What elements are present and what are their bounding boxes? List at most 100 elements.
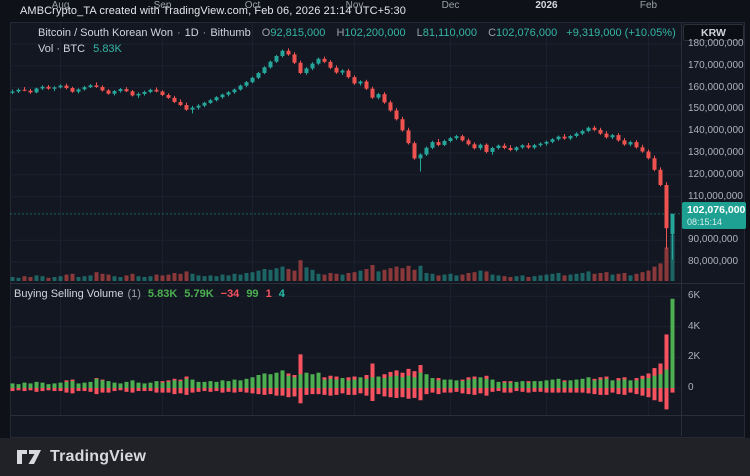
- indicator-value: 1: [265, 288, 272, 300]
- candle-body: [172, 97, 177, 102]
- volume-overlay-bar: [586, 271, 591, 281]
- sell-volume-down-bar: [670, 388, 675, 393]
- indicator-legend[interactable]: Buying Selling Volume (1) 5.83K 5.79K −34 99 1…: [14, 288, 285, 300]
- volume-overlay-bar: [184, 271, 189, 281]
- candle-body: [328, 61, 333, 68]
- sell-volume-down-bar: [286, 388, 291, 398]
- volume-axis-label: 4K: [688, 320, 701, 332]
- buy-volume-bar: [538, 381, 543, 388]
- price-axis-label: 130,000,000: [688, 147, 744, 158]
- buy-volume-bar: [514, 381, 519, 388]
- sell-volume-down-bar: [376, 388, 381, 395]
- sell-volume-down-bar: [430, 388, 435, 393]
- volume-overlay-bar: [430, 273, 435, 281]
- sell-volume-down-bar: [58, 388, 63, 392]
- price-axis-label: 90,000,000: [688, 234, 739, 246]
- candle-body: [388, 102, 393, 111]
- buy-volume-bar: [130, 380, 135, 388]
- sell-volume-down-bar: [172, 388, 177, 395]
- volume-overlay-bar: [94, 272, 99, 281]
- buy-volume-bar: [340, 378, 345, 388]
- buy-volume-bar: [544, 380, 549, 388]
- volume-overlay-bar: [412, 269, 417, 281]
- buy-volume-bar: [442, 379, 447, 388]
- sell-volume-down-bar: [418, 388, 423, 401]
- volume-overlay-bar: [574, 273, 579, 281]
- volume-overlay-bar: [604, 272, 609, 281]
- buy-volume-bar: [436, 380, 441, 388]
- candle-body: [298, 62, 303, 73]
- candle-body: [166, 95, 171, 98]
- sell-volume-down-bar: [628, 388, 633, 393]
- buy-volume-bar: [586, 377, 591, 388]
- buy-volume-bar: [214, 381, 219, 388]
- sell-volume-down-bar: [478, 388, 483, 394]
- price-axis-label: 120,000,000: [688, 168, 744, 180]
- sell-volume-down-bar: [34, 388, 39, 392]
- buy-volume-bar: [382, 378, 387, 388]
- candle-body: [100, 86, 105, 91]
- buy-volume-bar: [556, 378, 561, 388]
- buy-volume-bar: [430, 378, 435, 388]
- time-axis-label: Feb: [639, 0, 658, 11]
- last-price-badge: 102,076,000 08:15:14: [682, 202, 746, 229]
- sell-volume-down-bar: [580, 388, 585, 393]
- volume-legend[interactable]: Vol · BTC 5.83K: [38, 43, 122, 55]
- volume-overlay-bar: [34, 275, 39, 281]
- volume-overlay-bar: [658, 263, 663, 281]
- sell-volume-down-bar: [166, 388, 171, 393]
- volume-overlay-bar: [358, 270, 363, 281]
- sell-volume-bar: [370, 363, 375, 388]
- sell-volume-down-bar: [496, 388, 501, 392]
- sell-volume-down-bar: [238, 388, 243, 392]
- buy-volume-bar: [484, 378, 489, 388]
- volume-overlay-bar: [436, 275, 441, 281]
- candle-body: [400, 119, 405, 131]
- currency-toggle-button[interactable]: KRW: [683, 24, 744, 41]
- candle-body: [664, 185, 669, 229]
- symbol-legend[interactable]: Bitcoin / South Korean Won · 1D · Bithumb O9…: [38, 27, 676, 39]
- volume-overlay-bar: [202, 276, 207, 281]
- buy-volume-bar: [40, 382, 45, 388]
- buy-volume-bar: [88, 381, 93, 388]
- volume-overlay-bar: [568, 274, 573, 281]
- sell-volume-down-bar: [268, 388, 273, 395]
- candle-body: [574, 133, 579, 136]
- buy-volume-bar: [22, 382, 27, 388]
- bar-countdown: 08:15:14: [687, 217, 723, 227]
- sell-volume-down-bar: [574, 388, 579, 393]
- attribution-text: AMBCrypto_TA created with TradingView.co…: [20, 5, 406, 17]
- buy-volume-bar: [250, 377, 255, 388]
- sell-volume-down-bar: [550, 388, 555, 393]
- sell-volume-down-bar: [214, 388, 219, 392]
- volume-overlay-bar: [52, 277, 57, 281]
- buy-volume-bar: [358, 377, 363, 388]
- candle-body: [526, 145, 531, 148]
- sell-volume-down-bar: [532, 388, 537, 392]
- candle-body: [640, 147, 645, 152]
- close-value: 102,076,000: [496, 27, 558, 39]
- candle-body: [250, 77, 255, 83]
- candle-body: [490, 147, 495, 152]
- tradingview-brand-text[interactable]: TradingView: [50, 448, 147, 465]
- candle-body: [382, 94, 387, 103]
- buy-volume-bar: [64, 381, 69, 388]
- volume-overlay-bar: [262, 269, 267, 281]
- volume-overlay-bar: [460, 274, 465, 281]
- price-axis-label: 160,000,000: [688, 81, 744, 93]
- volume-overlay-bar: [508, 277, 513, 281]
- buy-volume-bar: [160, 382, 165, 388]
- volume-overlay-bar: [232, 273, 237, 281]
- volume-overlay-bar: [334, 273, 339, 281]
- candle-body: [370, 88, 375, 98]
- buy-volume-bar: [616, 380, 621, 388]
- buy-volume-bar: [502, 382, 507, 388]
- buy-volume-bar: [478, 377, 483, 388]
- volume-overlay-bar: [244, 273, 249, 281]
- buy-volume-bar: [496, 381, 501, 388]
- volume-value: 5.83K: [93, 43, 122, 55]
- sell-volume-down-bar: [10, 388, 15, 392]
- buy-volume-bar: [286, 375, 291, 388]
